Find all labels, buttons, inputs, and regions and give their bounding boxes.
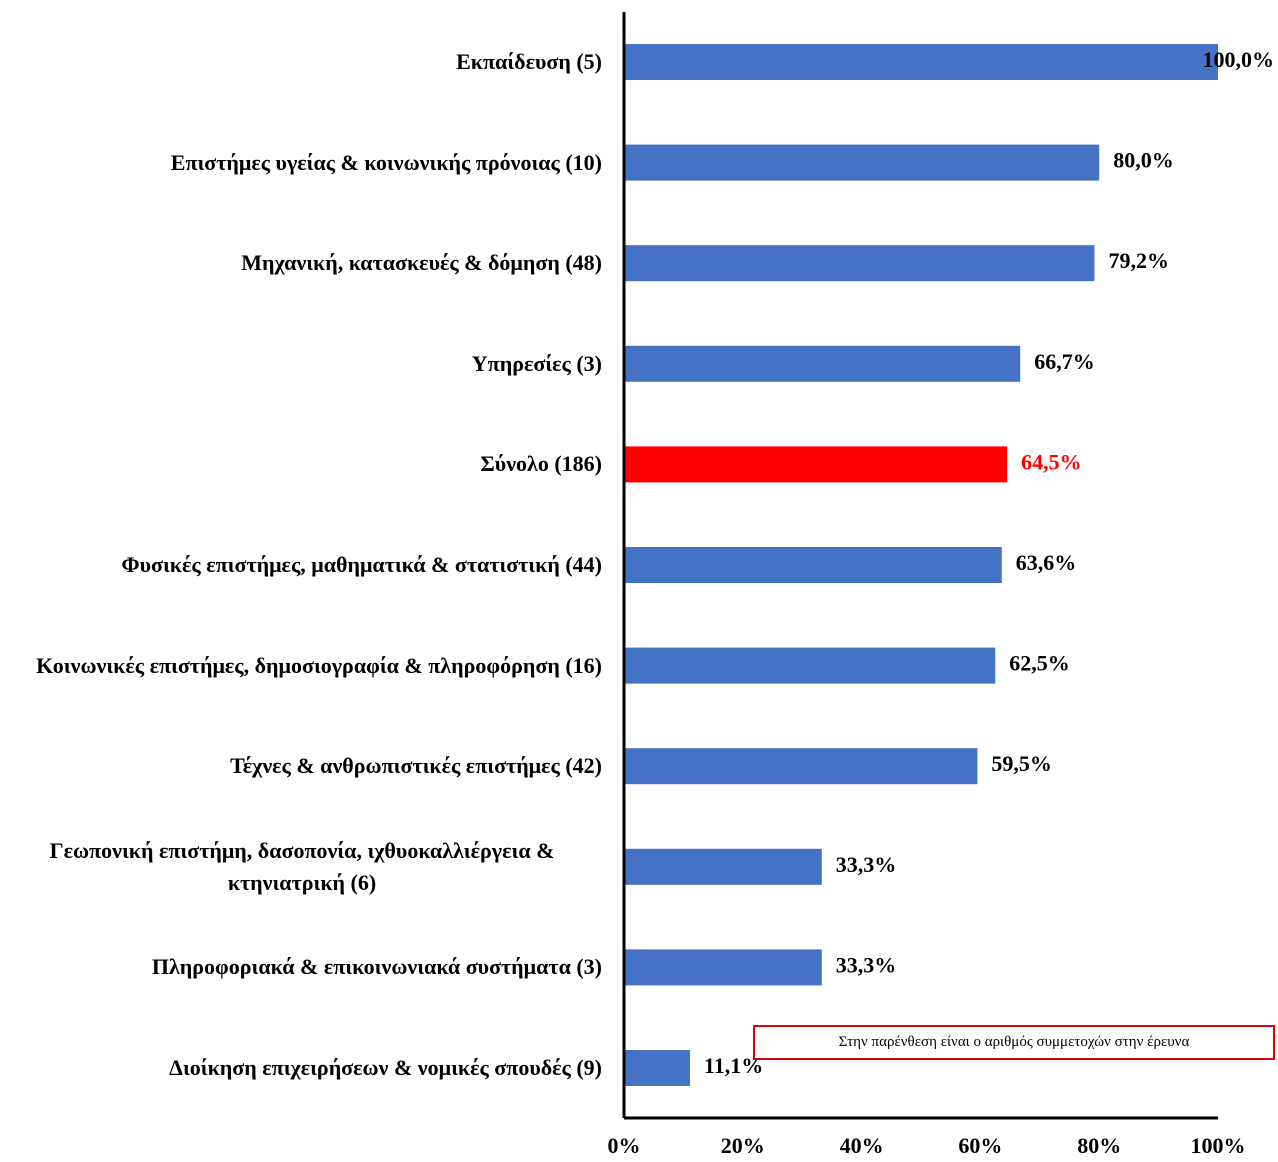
category-label: Μηχανική, κατασκευές & δόμηση (48) <box>241 250 602 276</box>
value-label: 66,7% <box>1034 349 1095 374</box>
x-tick-label: 100% <box>1191 1133 1246 1158</box>
category-label: Φυσικές επιστήμες, μαθηματικά & στατιστι… <box>121 552 602 577</box>
value-label: 62,5% <box>1009 651 1070 676</box>
bar <box>624 547 1002 583</box>
category-label: Υπηρεσίες (3) <box>471 350 602 376</box>
value-label: 59,5% <box>991 751 1051 776</box>
bar <box>624 144 1100 181</box>
category-label-box: Γεωπονική επιστήμη, δασοπονία, ιχθυοκαλλ… <box>0 827 602 907</box>
value-label: 100,0% <box>1203 47 1275 72</box>
category-label: Κοινωνικές επιστήμες, δημοσιογραφία & πλ… <box>36 652 602 678</box>
bar <box>624 949 822 986</box>
category-label: Επιστήμες υγείας & κοινωνικής πρόνοιας (… <box>170 149 602 175</box>
bar <box>624 748 978 785</box>
x-tick-label: 20% <box>721 1133 765 1158</box>
x-tick-label: 40% <box>840 1133 884 1158</box>
category-label-box: Κοινωνικές επιστήμες, δημοσιογραφία & πλ… <box>0 626 602 706</box>
category-label-box: Εκπαίδευση (5) <box>0 22 602 102</box>
category-label: Γεωπονική επιστήμη, δασοπονία, ιχθυοκαλλ… <box>49 837 555 895</box>
value-label: 33,3% <box>836 852 897 877</box>
bar <box>624 245 1095 282</box>
category-label-box: Υπηρεσίες (3) <box>0 324 602 404</box>
bar <box>624 446 1008 483</box>
bar <box>624 647 996 684</box>
bar <box>624 345 1021 382</box>
category-label-box: Φυσικές επιστήμες, μαθηματικά & στατιστι… <box>0 525 602 605</box>
category-label: Διοίκηση επιχειρήσεων & νομικές σπουδές … <box>169 1055 602 1080</box>
category-label-box: Πληροφοριακά & επικοινωνιακά συστήματα (… <box>0 927 602 1007</box>
annotation: Στην παρένθεση είναι ο αριθμός συμμετοχώ… <box>753 1025 1275 1060</box>
category-label: Τέχνες & ανθρωπιστικές επιστήμες (42) <box>230 753 602 779</box>
category-label: Πληροφοριακά & επικοινωνιακά συστήματα (… <box>151 954 602 980</box>
x-tick-label: 60% <box>958 1133 1002 1158</box>
value-label: 64,5% <box>1021 449 1082 474</box>
bar <box>624 848 822 885</box>
category-label-box: Σύνολο (186) <box>0 424 602 504</box>
bar <box>624 1050 690 1086</box>
category-label-box: Μηχανική, κατασκευές & δόμηση (48) <box>0 223 602 303</box>
value-label: 33,3% <box>836 952 897 977</box>
value-label: 79,2% <box>1108 248 1169 273</box>
category-label: Σύνολο (186) <box>480 451 602 477</box>
category-label-box: Τέχνες & ανθρωπιστικές επιστήμες (42) <box>0 726 602 806</box>
value-label: 80,0% <box>1113 148 1174 173</box>
value-label: 63,6% <box>1016 550 1076 575</box>
bar <box>624 44 1218 80</box>
category-label-box: Επιστήμες υγείας & κοινωνικής πρόνοιας (… <box>0 123 602 203</box>
category-label-box: Διοίκηση επιχειρήσεων & νομικές σπουδές … <box>0 1028 602 1108</box>
category-label: Εκπαίδευση (5) <box>456 49 602 74</box>
x-tick-label: 80% <box>1077 1133 1121 1158</box>
x-tick-label: 0% <box>608 1133 641 1158</box>
